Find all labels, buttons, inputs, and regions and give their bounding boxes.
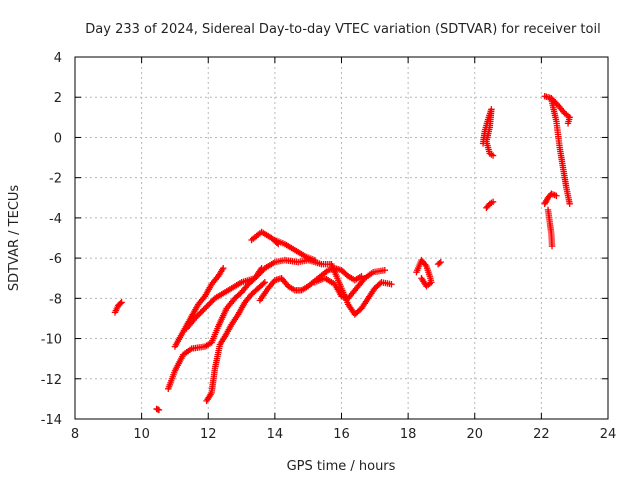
data-point: [201, 305, 209, 312]
x-tick-label: 22: [533, 427, 550, 442]
x-tick-label: 20: [466, 427, 483, 442]
data-point: [381, 266, 389, 274]
y-tick-label: -6: [49, 252, 62, 267]
y-tick-label: -14: [41, 413, 62, 428]
y-tick-label: -8: [49, 292, 62, 307]
data-point: [258, 267, 266, 275]
y-tick-label: -4: [49, 212, 62, 227]
y-tick-label: -2: [49, 172, 62, 187]
x-axis-label: GPS time / hours: [287, 459, 396, 474]
data-point: [197, 309, 204, 316]
y-axis-label: SDTVAR / TECUs: [7, 185, 22, 292]
data-point: [548, 242, 556, 250]
x-tick-label: 12: [200, 427, 217, 442]
data-point: [155, 406, 163, 414]
data-point: [388, 281, 395, 288]
x-tick-label: 8: [71, 427, 79, 442]
data-point: [117, 300, 124, 307]
data-point: [358, 273, 365, 280]
x-tick-label: 10: [133, 427, 150, 442]
data-point: [206, 300, 213, 308]
data-point: [566, 200, 573, 208]
data-point: [196, 310, 203, 318]
data-point: [198, 308, 206, 315]
data-point: [260, 280, 267, 287]
x-tick-label: 16: [333, 427, 350, 442]
x-tick-labels: 8 10 12 14 16 18 20 22 24: [71, 427, 616, 442]
y-tick-label: 2: [54, 91, 62, 106]
y-tick-label: 4: [54, 51, 62, 66]
data-point: [437, 258, 444, 266]
data-point: [251, 275, 259, 282]
data-point: [553, 192, 560, 199]
data-point: [208, 298, 216, 305]
data-point: [200, 306, 207, 314]
data-point: [220, 264, 227, 272]
data-point: [311, 256, 319, 264]
chart-title: Day 233 of 2024, Sidereal Day-to-day VTE…: [85, 22, 600, 37]
x-tick-label: 24: [600, 427, 617, 442]
data-point: [193, 313, 200, 321]
grid: [75, 57, 608, 419]
data-point: [489, 152, 497, 159]
data-point: [489, 198, 497, 205]
y-tick-labels: -14 -12 -10 -8 -6 -4 -2 0 2 4: [41, 51, 62, 428]
x-tick-label: 18: [400, 427, 417, 442]
x-tick-label: 14: [267, 427, 284, 442]
data-point: [194, 312, 201, 319]
data-point: [564, 120, 572, 127]
data-point: [203, 303, 210, 311]
data-point: [255, 270, 263, 278]
data-points: [111, 93, 573, 414]
plot-frame: [74, 56, 609, 420]
y-tick-label: -10: [41, 333, 62, 348]
data-point: [257, 269, 264, 276]
data-point: [253, 273, 260, 280]
data-point: [261, 279, 269, 286]
data-point: [191, 315, 199, 322]
data-point: [207, 299, 214, 306]
y-tick-label: -12: [41, 373, 62, 388]
data-point: [254, 272, 261, 279]
y-tick-label: 0: [54, 131, 62, 146]
data-point: [204, 302, 211, 309]
data-point: [418, 275, 425, 282]
data-point: [436, 259, 443, 267]
data-point: [118, 299, 125, 306]
